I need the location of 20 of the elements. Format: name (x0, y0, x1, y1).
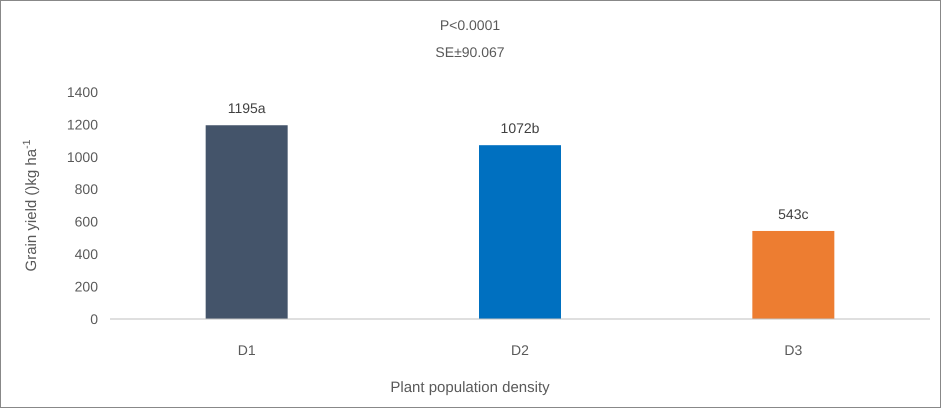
bar (752, 230, 834, 319)
y-tick-label: 800 (74, 181, 98, 198)
data-label: 1195a (228, 100, 266, 116)
y-tick-label: 1200 (66, 116, 98, 132)
x-axis-title: Plant population density (390, 379, 550, 396)
x-tick-label: D2 (511, 342, 530, 358)
bar (479, 145, 561, 319)
data-label: 543c (778, 206, 809, 222)
y-tick-label: 600 (74, 214, 98, 230)
y-tick-label: 0 (90, 310, 98, 327)
x-tick-label: D3 (784, 342, 802, 358)
y-tick-label: 400 (74, 246, 98, 262)
chart-subtitle: SE±90.067 (435, 44, 505, 60)
y-tick-label: 1000 (66, 148, 98, 165)
chart-title: P<0.0001 (440, 17, 500, 33)
y-tick-label: 200 (74, 278, 98, 294)
y-tick-label: 1400 (66, 84, 98, 100)
bar (206, 125, 288, 319)
data-label: 1072b (500, 120, 540, 136)
x-tick-label: D1 (238, 342, 256, 358)
